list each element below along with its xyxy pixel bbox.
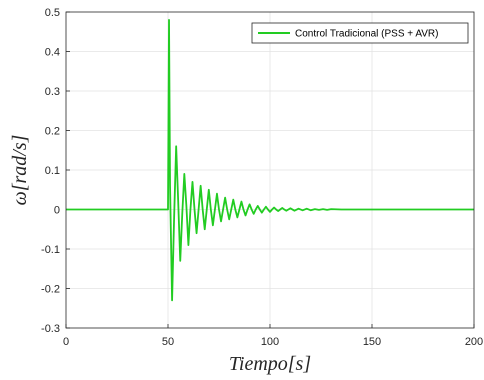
x-tick-label: 100 bbox=[261, 336, 279, 348]
x-tick-label: 150 bbox=[363, 336, 381, 348]
y-tick-label: 0.1 bbox=[45, 165, 60, 177]
grid bbox=[66, 12, 474, 328]
legend-entry-label: Control Tradicional (PSS + AVR) bbox=[295, 29, 439, 40]
y-tick-label: 0 bbox=[54, 205, 60, 217]
y-tick-label: 0.2 bbox=[45, 126, 60, 138]
y-tick-label: -0.2 bbox=[41, 284, 60, 296]
y-tick-label: 0.4 bbox=[45, 47, 60, 59]
x-axis-label: Tiempo[s] bbox=[229, 353, 311, 375]
x-tick-label: 0 bbox=[63, 336, 69, 348]
y-tick-label: -0.1 bbox=[41, 244, 60, 256]
series-line bbox=[66, 19, 474, 302]
y-axis-label: ω[rad/s] bbox=[9, 135, 31, 206]
x-tick-label: 200 bbox=[465, 336, 483, 348]
legend: Control Tradicional (PSS + AVR) bbox=[251, 22, 469, 44]
y-tick-label: 0.3 bbox=[45, 86, 60, 98]
legend-box bbox=[251, 22, 469, 44]
y-tick-label: -0.3 bbox=[41, 323, 60, 335]
y-tick-label: 0.5 bbox=[45, 7, 60, 19]
series-layer bbox=[66, 19, 474, 302]
x-tick-label: 50 bbox=[162, 336, 174, 348]
plot-frame bbox=[65, 11, 475, 329]
